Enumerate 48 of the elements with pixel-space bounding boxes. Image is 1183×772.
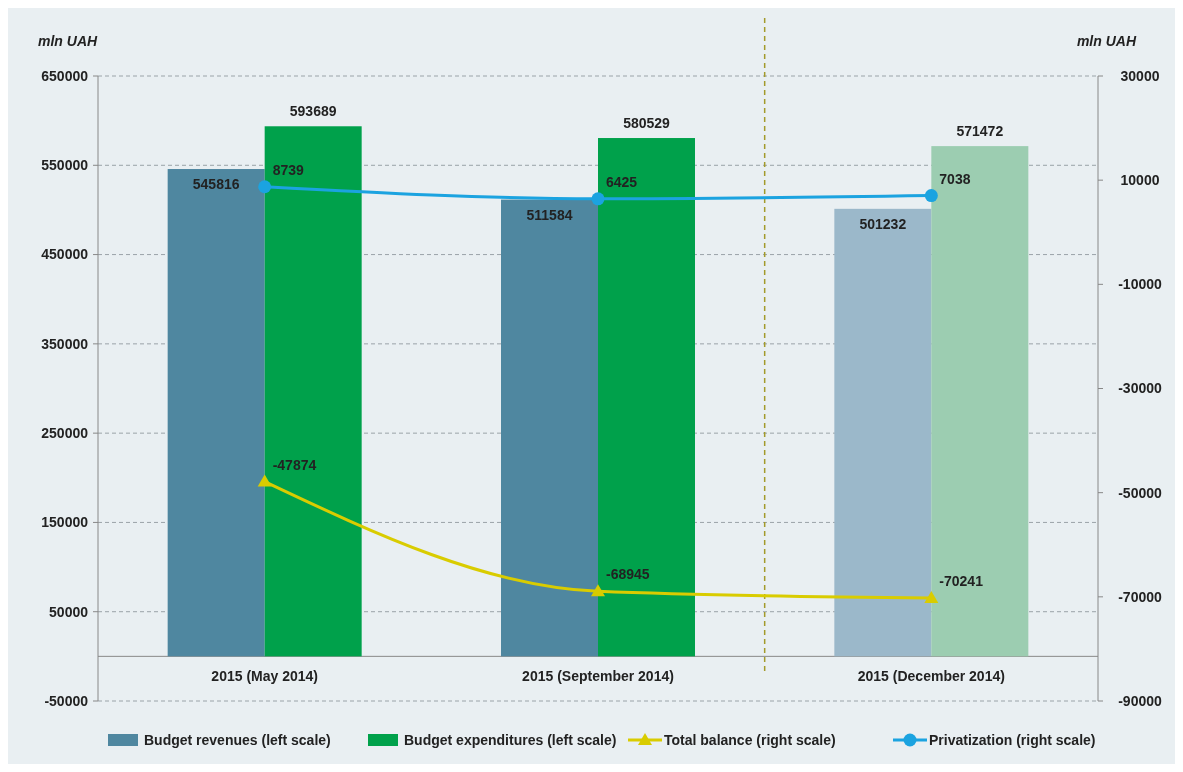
bar [931, 146, 1029, 657]
x-tick-label: 2015 (May 2014) [211, 668, 318, 685]
data-label: 6425 [606, 173, 638, 190]
bar [264, 126, 362, 657]
legend-label: Privatization (right scale) [929, 732, 1096, 748]
y-tick-label: 450000 [41, 246, 89, 263]
data-label: 593689 [289, 103, 337, 120]
x-tick-label: 2015 (September 2014) [522, 668, 674, 685]
bar [501, 199, 598, 657]
data-label: 545816 [192, 176, 240, 193]
legend-label: Budget revenues (left scale) [144, 732, 331, 748]
y2-tick-label: -50000 [1118, 484, 1163, 501]
x-tick-label: 2015 (December 2014) [857, 668, 1005, 685]
point [924, 591, 939, 604]
bar [598, 138, 695, 657]
y-tick-label: 650000 [41, 67, 89, 84]
bar [167, 169, 265, 657]
data-label: 501232 [859, 215, 907, 232]
y-tick-label: 550000 [41, 157, 89, 174]
data-label: 7038 [939, 170, 971, 187]
y2-axis-title: mln UAH [1076, 33, 1137, 49]
y2-tick-label: -70000 [1118, 588, 1163, 605]
y2-tick-label: 10000 [1120, 172, 1160, 189]
legend-label: Budget expenditures (left scale) [404, 732, 617, 748]
y2-tick-label: -30000 [1118, 380, 1163, 397]
data-label: 580529 [623, 115, 671, 132]
data-label: -68945 [606, 566, 650, 583]
y-axis-title: mln UAH [38, 33, 98, 49]
y-tick-label: 350000 [41, 335, 89, 352]
data-label: 8739 [272, 161, 305, 178]
point [591, 192, 605, 206]
y2-tick-label: -90000 [1118, 692, 1163, 709]
point [924, 189, 938, 203]
y-tick-label: -50000 [44, 692, 89, 709]
bar [834, 208, 932, 657]
point [257, 474, 272, 487]
y-tick-label: 150000 [41, 514, 89, 531]
y-tick-label: 250000 [41, 425, 89, 442]
y2-tick-label: 30000 [1120, 67, 1160, 84]
data-label: 511584 [526, 206, 573, 223]
data-label: -47874 [272, 456, 317, 473]
point [258, 180, 272, 194]
y-tick-label: 50000 [49, 603, 89, 620]
data-label: -70241 [939, 573, 984, 590]
point [591, 584, 605, 597]
legend-label: Total balance (right scale) [664, 732, 836, 748]
y2-tick-label: -10000 [1118, 276, 1163, 293]
data-label: 571472 [956, 123, 1004, 140]
